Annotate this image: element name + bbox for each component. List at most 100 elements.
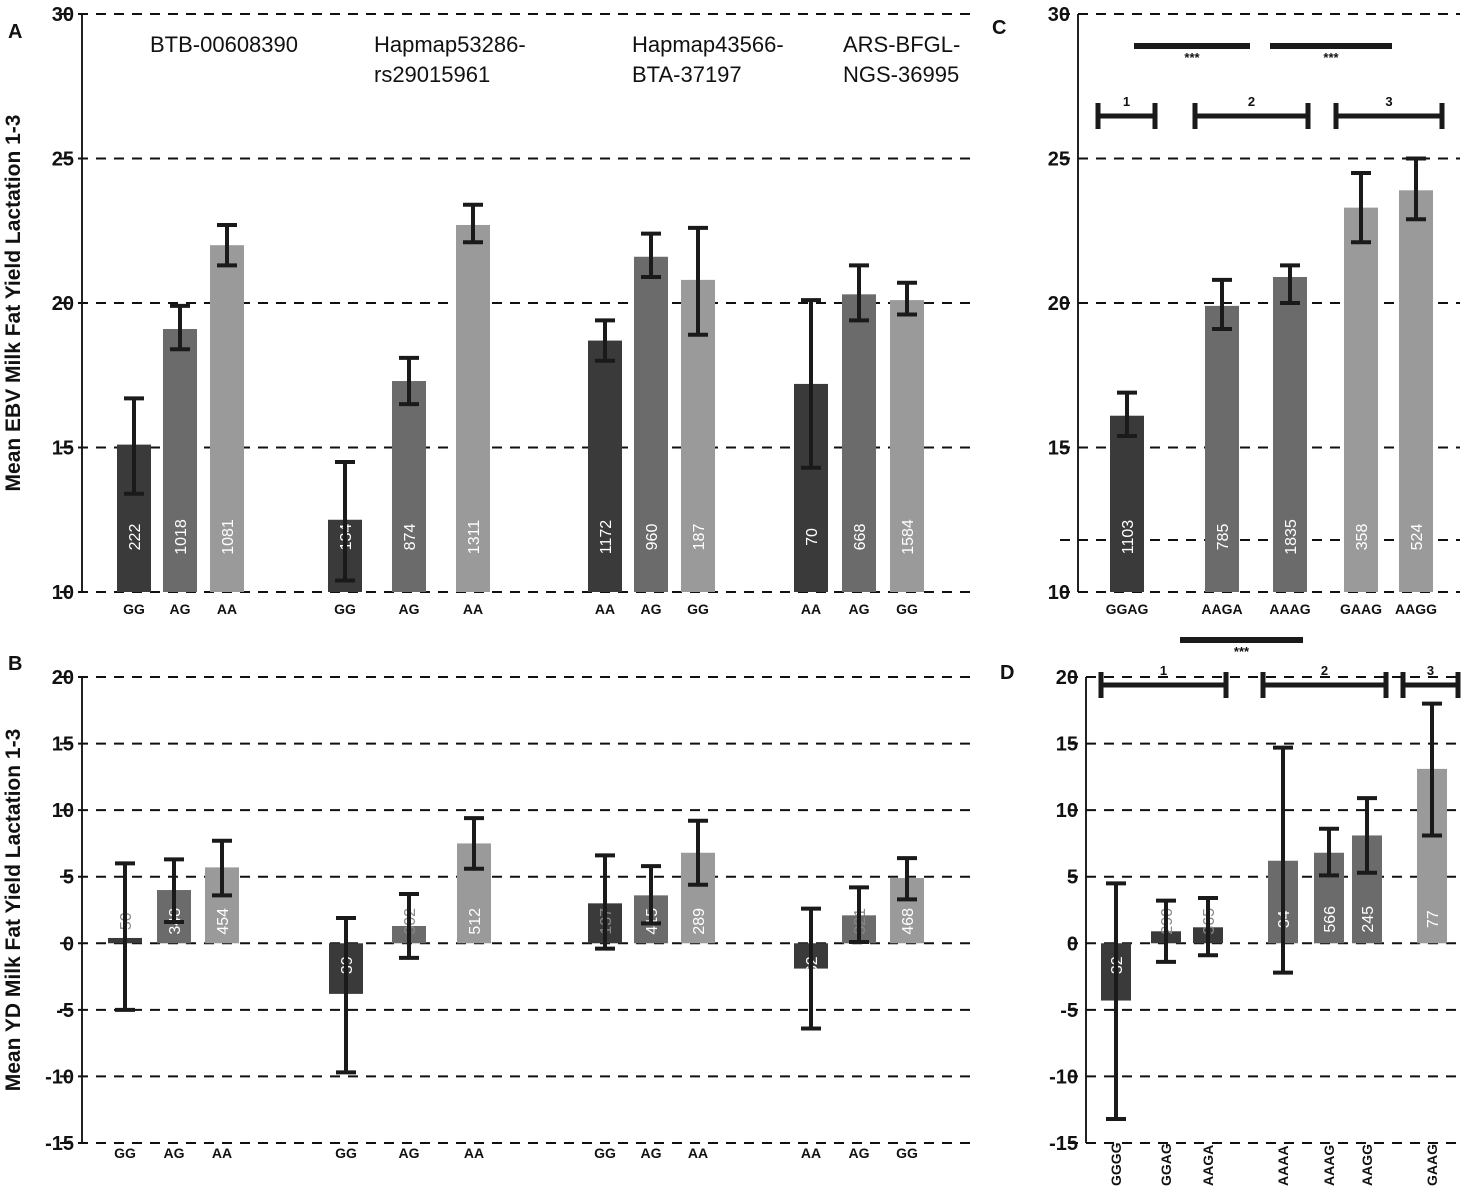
count-label-C: 1103 bbox=[1120, 520, 1137, 555]
tick-label-D: -10 bbox=[1049, 1066, 1078, 1088]
tick-label-B: 5 bbox=[63, 867, 74, 889]
group-label: 1 bbox=[1123, 94, 1130, 109]
category-label-D: GAAG bbox=[1424, 1144, 1440, 1186]
bar-A bbox=[890, 300, 924, 592]
panel-letter-C: C bbox=[992, 17, 1006, 39]
bar-A bbox=[210, 245, 244, 592]
count-label-A: 960 bbox=[644, 524, 661, 551]
category-label-A: AA bbox=[217, 601, 237, 617]
count-label-A: 187 bbox=[691, 524, 708, 551]
category-label-B: AG bbox=[641, 1145, 662, 1161]
tick-label-A: 20 bbox=[52, 293, 74, 315]
y-axis-label-A: Mean EBV Milk Fat Yield Lactation 1-3 bbox=[2, 115, 25, 492]
tick-label-C: 15 bbox=[1048, 438, 1070, 460]
y-axis-label-B: Mean YD Milk Fat Yield Lactation 1-3 bbox=[2, 729, 25, 1092]
bar-A bbox=[392, 381, 426, 592]
count-label-B: 512 bbox=[467, 908, 484, 935]
category-label-B: GG bbox=[335, 1145, 357, 1161]
tick-label-C: 25 bbox=[1048, 149, 1070, 171]
bar-A bbox=[456, 224, 490, 592]
count-label-A: 1311 bbox=[466, 520, 483, 555]
count-label-A: 222 bbox=[127, 524, 144, 551]
category-label-A: AG bbox=[170, 601, 191, 617]
count-label-A: 70 bbox=[804, 528, 821, 546]
category-label-A: GG bbox=[123, 601, 145, 617]
count-label-A: 1584 bbox=[900, 519, 917, 555]
category-label-B: GG bbox=[594, 1145, 616, 1161]
category-label-B: AG bbox=[399, 1145, 420, 1161]
tick-label-A: 25 bbox=[52, 149, 74, 171]
tick-label-D: 5 bbox=[1067, 867, 1078, 889]
category-label-A: AG bbox=[641, 601, 662, 617]
category-label-B: AA bbox=[464, 1145, 484, 1161]
tick-label-B: -5 bbox=[56, 1000, 74, 1022]
tick-label-B: -15 bbox=[45, 1133, 74, 1155]
tick-label-A: 10 bbox=[52, 582, 74, 604]
category-label-D: GGGG bbox=[1108, 1142, 1124, 1186]
panel-letter-B: B bbox=[8, 653, 22, 675]
significance-label: *** bbox=[1323, 50, 1339, 65]
count-label-A: 668 bbox=[852, 524, 869, 551]
category-label-C: GAAG bbox=[1340, 601, 1382, 617]
snp-title: Hapmap43566- bbox=[632, 32, 784, 57]
snp-title: NGS-36995 bbox=[843, 62, 959, 87]
category-label-B: AA bbox=[212, 1145, 232, 1161]
tick-label-D: -5 bbox=[1060, 1000, 1078, 1022]
category-label-B: AA bbox=[688, 1145, 708, 1161]
bar-A bbox=[588, 340, 622, 592]
category-label-B: GG bbox=[114, 1145, 136, 1161]
count-label-B: 289 bbox=[691, 908, 708, 935]
category-label-D: AAGA bbox=[1200, 1145, 1216, 1186]
category-label-D: GGAG bbox=[1158, 1143, 1174, 1186]
count-label-B: 454 bbox=[215, 908, 232, 935]
tick-label-B: 15 bbox=[52, 734, 74, 756]
panel-letter-A: A bbox=[8, 21, 22, 43]
snp-title: BTB-00608390 bbox=[150, 32, 298, 57]
category-label-D: AAAG bbox=[1321, 1145, 1337, 1186]
group-label: 3 bbox=[1427, 663, 1434, 678]
group-label: 2 bbox=[1248, 94, 1255, 109]
bar-C bbox=[1110, 415, 1144, 592]
tick-label-B: 0 bbox=[63, 933, 74, 955]
category-label-A: GG bbox=[687, 601, 709, 617]
tick-label-A: 15 bbox=[52, 438, 74, 460]
tick-label-B: -10 bbox=[45, 1066, 74, 1088]
group-label: 3 bbox=[1385, 94, 1392, 109]
tick-label-C: 20 bbox=[1048, 293, 1070, 315]
tick-label-C: 30 bbox=[1048, 4, 1070, 26]
tick-label-B: 20 bbox=[52, 667, 74, 689]
tick-label-D: 0 bbox=[1067, 933, 1078, 955]
count-label-A: 1081 bbox=[220, 519, 237, 555]
tick-label-D: 15 bbox=[1056, 734, 1078, 756]
tick-label-C: 10 bbox=[1048, 582, 1070, 604]
panel-letter-D: D bbox=[1000, 662, 1014, 684]
count-label-B: 468 bbox=[900, 908, 917, 935]
count-label-A: 1018 bbox=[173, 519, 190, 555]
tick-label-D: 10 bbox=[1056, 800, 1078, 822]
bar-A bbox=[842, 294, 876, 592]
group-label: 2 bbox=[1321, 663, 1328, 678]
count-label-D: 245 bbox=[1360, 906, 1377, 933]
category-label-A: AA bbox=[463, 601, 483, 617]
category-label-B: AA bbox=[801, 1145, 821, 1161]
snp-title: BTA-37197 bbox=[632, 62, 742, 87]
category-label-D: AAAA bbox=[1275, 1146, 1291, 1186]
category-label-C: AAAG bbox=[1269, 601, 1310, 617]
category-label-C: GGAG bbox=[1106, 601, 1149, 617]
count-label-D: 566 bbox=[1322, 906, 1339, 933]
snp-title: Hapmap53286- bbox=[374, 32, 526, 57]
bar-C bbox=[1399, 190, 1433, 593]
count-label-D: 77 bbox=[1425, 910, 1442, 928]
count-label-C: 1835 bbox=[1283, 519, 1300, 555]
tick-label-D: -15 bbox=[1049, 1133, 1078, 1155]
snp-title: rs29015961 bbox=[374, 62, 490, 87]
category-label-A: GG bbox=[896, 601, 918, 617]
category-label-B: AG bbox=[164, 1145, 185, 1161]
count-label-C: 358 bbox=[1354, 524, 1371, 551]
category-label-A: GG bbox=[334, 601, 356, 617]
snp-title: ARS-BFGL- bbox=[843, 32, 960, 57]
tick-label-A: 30 bbox=[52, 4, 74, 26]
significance-label: *** bbox=[1234, 644, 1250, 659]
category-label-C: AAGG bbox=[1395, 601, 1437, 617]
